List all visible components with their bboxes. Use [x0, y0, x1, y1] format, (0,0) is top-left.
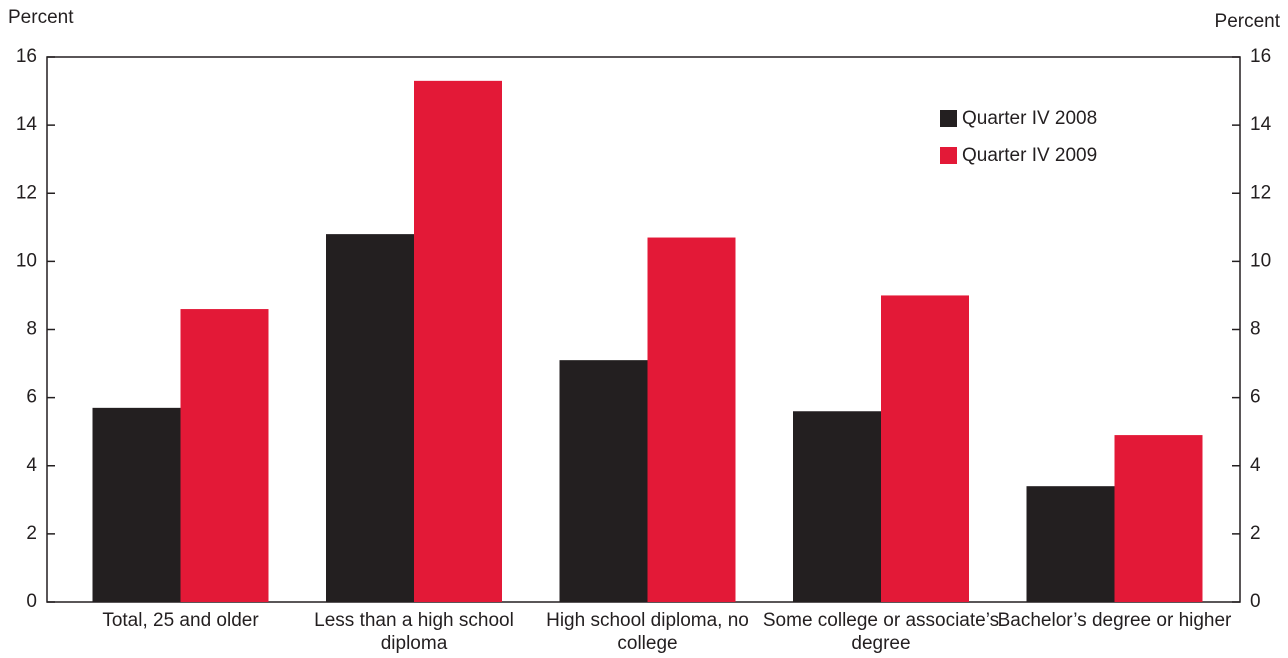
- bar: [1114, 435, 1203, 602]
- y-tick-label: 12: [16, 182, 37, 203]
- y-tick-label: 6: [26, 387, 37, 408]
- y2-tick-label: 12: [1250, 182, 1271, 203]
- y2-tick-label: 14: [1250, 114, 1272, 135]
- x-tick-label: Total, 25 and older: [102, 610, 259, 631]
- bar: [180, 309, 269, 602]
- y-tick-label: 4: [26, 455, 37, 476]
- y-tick-label: 0: [26, 591, 37, 612]
- legend-swatch: [940, 110, 957, 127]
- y2-tick-label: 6: [1250, 387, 1261, 408]
- y-tick-label: 16: [16, 46, 37, 67]
- legend-label: Quarter IV 2008: [962, 108, 1097, 129]
- y-axis-label: Percent: [8, 7, 74, 28]
- y2-tick-label: 8: [1250, 319, 1261, 340]
- bar: [414, 80, 502, 602]
- bar: [647, 237, 736, 602]
- x-tick-label: High school diploma, no college: [546, 610, 749, 654]
- y2-tick-label: 10: [1250, 250, 1271, 271]
- y-tick-label: 2: [26, 523, 37, 544]
- y-tick-label: 14: [16, 114, 38, 135]
- y2-tick-label: 16: [1250, 46, 1271, 67]
- x-tick-label: Bachelor’s degree or higher: [997, 610, 1232, 631]
- bar: [326, 234, 414, 602]
- y2-tick-label: 0: [1250, 591, 1261, 612]
- y2-axis-label: Percent: [1215, 11, 1281, 32]
- bar: [793, 411, 881, 602]
- bar: [559, 360, 648, 602]
- y2-tick-label: 2: [1250, 523, 1261, 544]
- bar: [1026, 486, 1115, 602]
- y-tick-label: 10: [16, 250, 37, 271]
- x-tick-label: Some college or associate’s degree: [762, 610, 1000, 654]
- legend-swatch: [940, 147, 957, 164]
- y2-tick-label: 4: [1250, 455, 1261, 476]
- bar: [92, 407, 181, 602]
- x-tick-label: Less than a high school diploma: [314, 610, 514, 654]
- bar: [881, 295, 969, 602]
- legend-label: Quarter IV 2009: [962, 145, 1097, 166]
- y-tick-label: 8: [26, 319, 37, 340]
